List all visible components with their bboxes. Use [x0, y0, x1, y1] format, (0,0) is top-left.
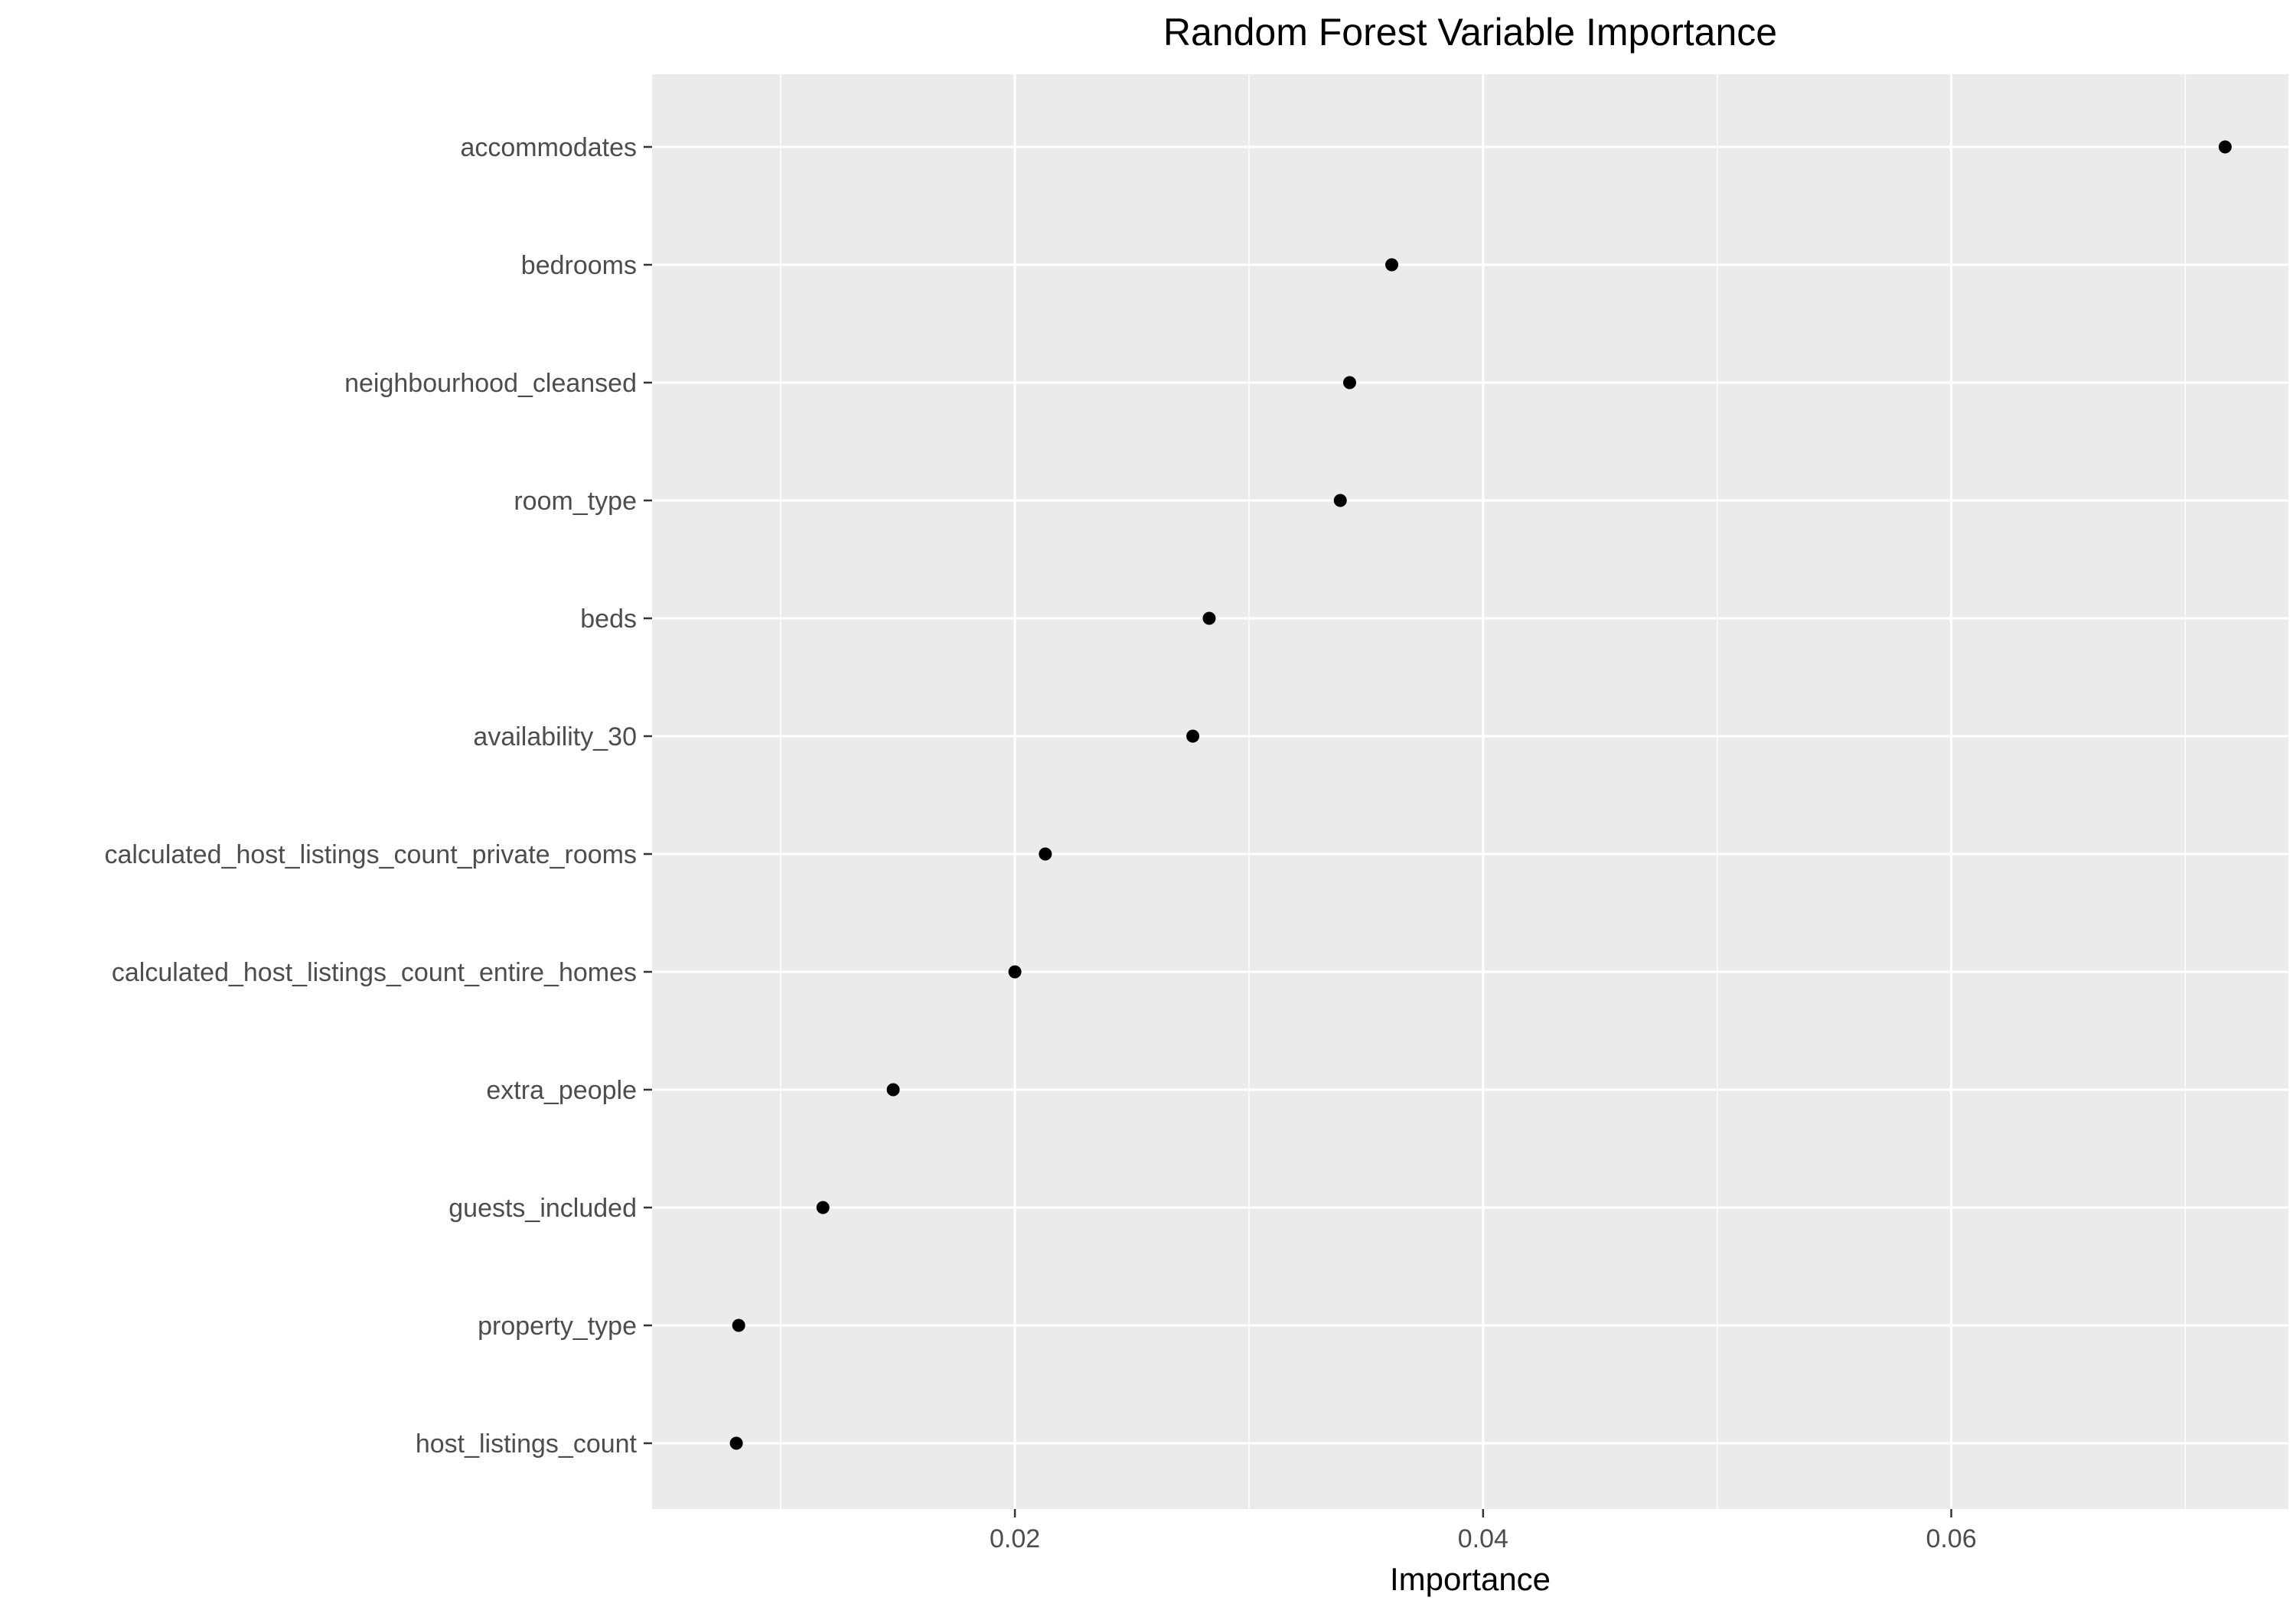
- data-point: [1008, 965, 1022, 979]
- x-tick-label: 0.06: [1926, 1524, 1976, 1553]
- major-gridlines-x: [1013, 74, 1953, 1509]
- data-point: [1385, 258, 1399, 272]
- y-tick-label: beds: [580, 605, 637, 634]
- y-tick-label: availability_30: [473, 722, 637, 751]
- x-axis-title: Importance: [1390, 1561, 1551, 1597]
- data-point: [1333, 494, 1347, 507]
- data-point: [1342, 376, 1356, 390]
- panel-background: [652, 74, 2288, 1509]
- y-tick-label: calculated_host_listings_count_entire_ho…: [112, 958, 637, 987]
- y-axis: accommodates bedrooms neighbourhood_cleans…: [104, 133, 652, 1459]
- y-tick-label: bedrooms: [521, 251, 637, 280]
- y-tick-label: accommodates: [460, 133, 637, 162]
- data-point: [1039, 847, 1052, 861]
- y-tick-label: host_listings_count: [416, 1429, 638, 1459]
- x-tick-label: 0.02: [990, 1524, 1040, 1553]
- data-points: [729, 140, 2232, 1450]
- data-point: [1202, 611, 1216, 625]
- data-point: [886, 1083, 900, 1097]
- y-tick-label: calculated_host_listings_count_private_r…: [104, 840, 637, 869]
- chart-title: Random Forest Variable Importance: [1163, 11, 1777, 54]
- data-point: [816, 1201, 830, 1214]
- major-gridlines-y: [652, 145, 2288, 1445]
- y-tick-label: extra_people: [486, 1076, 637, 1105]
- data-point: [729, 1436, 743, 1450]
- y-tick-label: room_type: [514, 487, 637, 516]
- x-axis: 0.02 0.04 0.06: [990, 1509, 1977, 1553]
- data-point: [732, 1319, 745, 1332]
- y-tick-label: guests_included: [448, 1194, 637, 1223]
- minor-gridlines: [780, 74, 2187, 1509]
- data-point: [2218, 140, 2232, 154]
- y-tick-label: property_type: [478, 1312, 637, 1341]
- y-tick-label: neighbourhood_cleansed: [344, 369, 637, 398]
- data-point: [1186, 729, 1200, 743]
- x-tick-label: 0.04: [1458, 1524, 1508, 1553]
